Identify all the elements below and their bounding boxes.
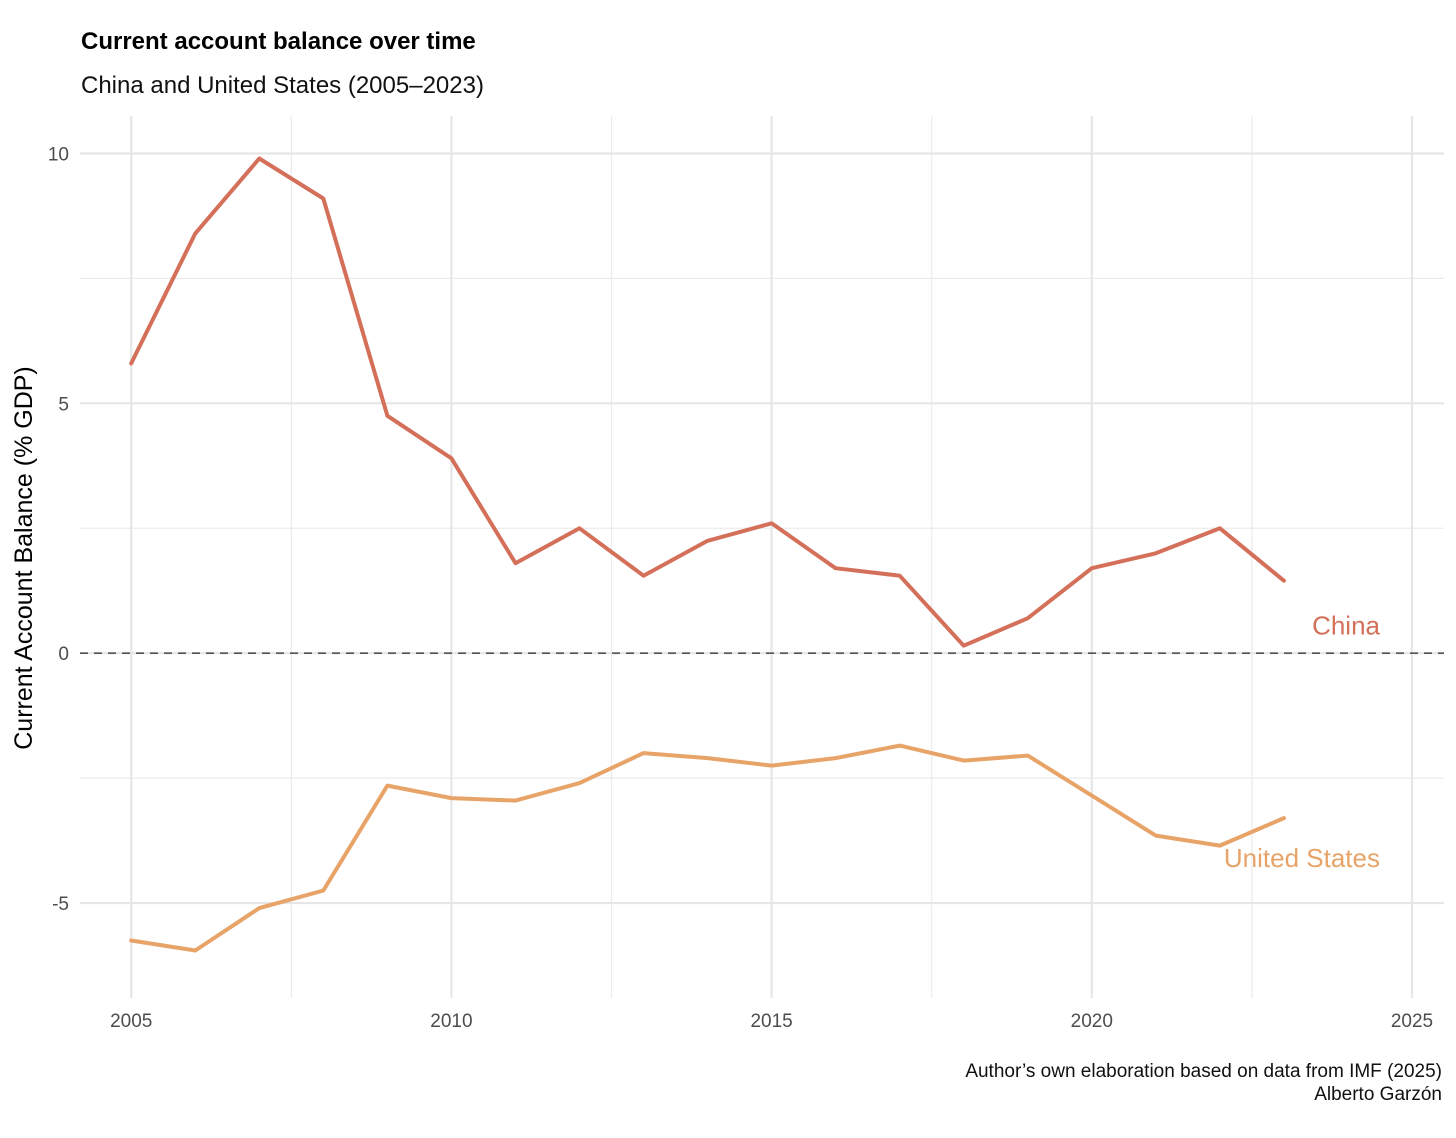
x-tick-label: 2015 xyxy=(750,1011,792,1032)
series-labels: China United States xyxy=(1224,611,1381,873)
caption-source: Author’s own elaboration based on data f… xyxy=(965,1061,1442,1082)
x-tick-label: 2020 xyxy=(1071,1011,1113,1032)
y-tick-label: -5 xyxy=(52,894,69,915)
series-lines xyxy=(129,156,1286,953)
axis-ticks: 2005 2010 2015 2020 2025 -5 0 5 10 xyxy=(48,144,1433,1032)
y-tick-label: 0 xyxy=(58,644,69,665)
caption: Author’s own elaboration based on data f… xyxy=(965,1060,1442,1106)
x-tick-label: 2025 xyxy=(1391,1011,1433,1032)
grid xyxy=(80,116,1444,998)
caption-author: Alberto Garzón xyxy=(1314,1084,1442,1105)
y-axis-title: Current Account Balance (% GDP) xyxy=(10,366,38,750)
x-tick-label: 2010 xyxy=(430,1011,472,1032)
series-line-china xyxy=(129,156,1286,648)
x-tick-label: 2005 xyxy=(110,1011,152,1032)
series-label-united-states: United States xyxy=(1224,843,1380,873)
series-label-china: China xyxy=(1312,611,1380,641)
chart-title: Current account balance over time xyxy=(81,28,476,55)
y-tick-label: 5 xyxy=(58,394,69,415)
y-tick-label: 10 xyxy=(48,144,69,165)
series-line-united-states xyxy=(129,743,1286,953)
chart-subtitle: China and United States (2005–2023) xyxy=(81,72,484,99)
